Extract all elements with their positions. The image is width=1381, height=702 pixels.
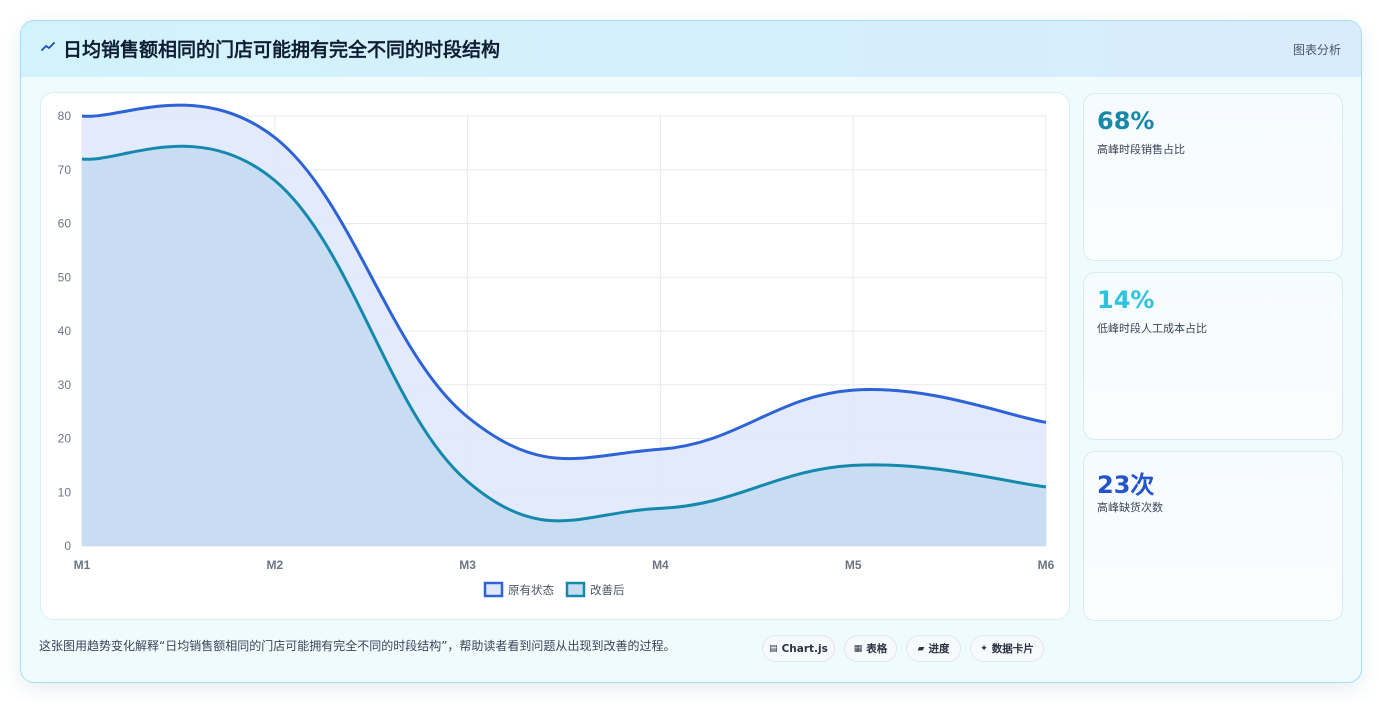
pill-label: 表格 <box>866 643 888 655</box>
y-tick-label: 20 <box>58 432 72 446</box>
x-tick-label: M4 <box>652 558 669 572</box>
chart-panel: 0 10 20 30 40 50 60 70 80 M1 M2 M3 M4 M5 M6 原有状态 改善后 <box>40 92 1070 620</box>
series-line-1 <box>81 144 1047 523</box>
pill-label: Chart.js <box>781 642 828 655</box>
y-tick-label: 0 <box>64 539 71 553</box>
chart-icon: ▤ <box>769 643 778 654</box>
y-tick-label: 80 <box>58 109 72 123</box>
legend-label-1: 改善后 <box>590 583 625 597</box>
stat-label: 低峰时段人工成本占比 <box>1097 322 1207 335</box>
pill-label: 进度 <box>928 643 950 655</box>
chart-caption: 这张图用趋势变化解释“日均销售额相同的门店可能拥有完全不同的时段结构”，帮助读者… <box>39 639 676 653</box>
stat-value: 14% <box>1097 286 1155 314</box>
stat-value: 23次 <box>1097 471 1155 499</box>
pill-label: 数据卡片 <box>991 643 1034 655</box>
stat-card-stockouts: 23次 高峰缺货次数 <box>1083 451 1343 621</box>
series-area-1 <box>82 146 1046 546</box>
pill-table[interactable]: ▦ 表格 <box>844 635 897 662</box>
header-tag: 图表分析 <box>1292 43 1341 57</box>
table-icon: ▦ <box>853 643 863 654</box>
legend-label-0: 原有状态 <box>508 583 554 597</box>
y-tick-label: 40 <box>58 324 72 338</box>
stat-value: 68% <box>1097 107 1155 135</box>
pill-chartjs[interactable]: ▤ Chart.js <box>762 635 835 662</box>
stat-label: 高峰缺货次数 <box>1097 501 1163 514</box>
x-tick-label: M1 <box>74 558 91 572</box>
progress-icon: ▰ <box>917 643 925 654</box>
stat-label: 高峰时段销售占比 <box>1097 143 1185 156</box>
pill-progress[interactable]: ▰ 进度 <box>906 635 961 662</box>
y-tick-label: 60 <box>58 217 72 231</box>
page-title: 日均销售额相同的门店可能拥有完全不同的时段结构 <box>63 39 501 61</box>
stat-card-peak-sales: 68% 高峰时段销售占比 <box>1083 93 1343 261</box>
trend-icon <box>41 38 55 56</box>
x-tick-label: M5 <box>845 558 862 572</box>
legend-swatch-1 <box>565 581 586 598</box>
chart-card: 日均销售额相同的门店可能拥有完全不同的时段结构 图表分析 0 10 20 30 40 50… <box>20 20 1362 683</box>
area-chart: 0 10 20 30 40 50 60 70 80 M1 M2 M3 M4 M5 M6 原有状态 改善后 <box>58 103 1055 598</box>
y-tick-label: 10 <box>58 485 72 499</box>
card-header: 日均销售额相同的门店可能拥有完全不同的时段结构 图表分析 <box>21 21 1361 77</box>
series-line-0 <box>81 103 1047 461</box>
x-tick-label: M3 <box>459 558 476 572</box>
pill-data-cards[interactable]: ✦ 数据卡片 <box>970 635 1044 662</box>
stat-card-labor-cost: 14% 低峰时段人工成本占比 <box>1083 272 1343 440</box>
legend-swatch-0 <box>483 581 504 598</box>
x-tick-label: M2 <box>266 558 283 572</box>
y-tick-label: 70 <box>58 163 72 177</box>
y-tick-label: 30 <box>58 378 72 392</box>
y-tick-label: 50 <box>58 270 72 284</box>
sparkle-icon: ✦ <box>980 643 988 654</box>
x-tick-label: M6 <box>1038 558 1055 572</box>
